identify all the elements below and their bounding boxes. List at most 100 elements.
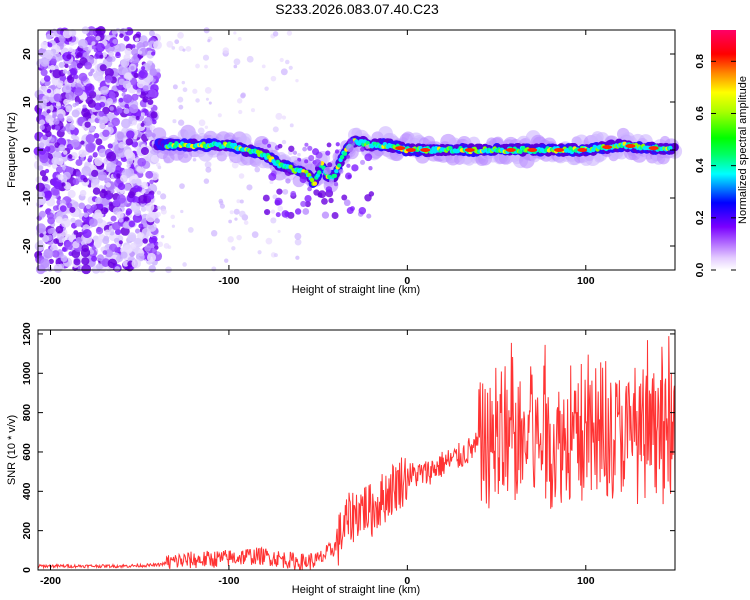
- heatmap-sparse-cell: [156, 190, 162, 195]
- heatmap-noise-cell: [74, 74, 79, 79]
- heatmap-noise-cell: [104, 75, 113, 83]
- heatmap-scatter-cell: [346, 144, 354, 153]
- heatmap-noise-cell: [131, 55, 140, 64]
- heatmap-noise-cell: [95, 227, 104, 235]
- heatmap-sparse-cell: [272, 126, 279, 133]
- heatmap-noise-cell: [140, 147, 149, 156]
- heatmap-noise-cell: [122, 222, 129, 229]
- heatmap-hotspot: [554, 148, 565, 152]
- heatmap-noise-cell: [46, 88, 52, 94]
- spectrogram-y-axis-label: Frequency (Hz): [6, 112, 18, 188]
- heatmap-noise-cell: [79, 189, 87, 197]
- heatmap-noise-cell: [120, 251, 128, 259]
- heatmap-noise-cell: [99, 122, 106, 129]
- heatmap-sparse-cell: [279, 57, 284, 63]
- heatmap-scatter-cell: [358, 207, 367, 215]
- heatmap-noise-cell: [125, 138, 133, 146]
- snr-y-tick-label: 200: [21, 522, 33, 540]
- heatmap-noise-cell: [66, 202, 73, 209]
- heatmap-sparse-cell: [172, 84, 178, 90]
- heatmap-noise-cell: [69, 124, 76, 131]
- heatmap-sparse-cell: [289, 123, 294, 128]
- heatmap-scatter-cell: [312, 148, 320, 156]
- heatmap-noise-cell: [66, 54, 72, 60]
- heatmap-noise-cell: [68, 47, 73, 52]
- heatmap-noise-cell: [94, 209, 102, 217]
- heatmap-scatter-cell: [318, 190, 327, 199]
- heatmap-sparse-cell: [205, 166, 212, 173]
- heatmap-ridge-peak: [342, 151, 348, 156]
- heatmap-scatter-cell: [364, 153, 373, 162]
- heatmap-noise-cell: [106, 97, 114, 105]
- heatmap-noise-cell: [100, 85, 110, 95]
- heatmap-noise-cell: [145, 129, 153, 138]
- heatmap-noise-cell: [138, 248, 144, 254]
- heatmap-noise-cell: [143, 116, 153, 127]
- heatmap-sparse-cell: [210, 230, 218, 237]
- heatmap-noise-cell: [46, 33, 52, 40]
- heatmap-sparse-cell: [288, 65, 293, 70]
- heatmap-noise-cell: [114, 130, 125, 141]
- heatmap-noise-cell: [88, 71, 93, 77]
- heatmap-noise-cell: [105, 182, 111, 188]
- heatmap-scatter-cell: [345, 154, 350, 159]
- heatmap-noise-cell: [98, 119, 104, 125]
- heatmap-noise-cell: [120, 174, 128, 182]
- heatmap-noise-cell: [40, 258, 50, 269]
- heatmap-sparse-cell: [171, 46, 176, 50]
- heatmap-noise-cell: [123, 108, 130, 115]
- heatmap-noise-cell: [52, 205, 59, 211]
- heatmap-noise-cell: [117, 65, 128, 76]
- heatmap-noise-cell: [142, 85, 149, 92]
- heatmap-noise-cell: [87, 99, 96, 108]
- heatmap-noise-cell: [116, 107, 123, 114]
- snr-y-tick-label: 0: [21, 567, 33, 573]
- heatmap-noise-cell: [94, 239, 102, 247]
- heatmap-scatter-cell: [326, 142, 332, 148]
- heatmap-sparse-cell: [174, 39, 180, 45]
- heatmap-sparse-cell: [229, 210, 234, 215]
- heatmap-noise-cell: [43, 248, 54, 259]
- heatmap-noise-cell: [51, 156, 60, 165]
- heatmap-sparse-cell: [277, 229, 281, 233]
- heatmap-scatter-cell: [264, 208, 271, 216]
- heatmap-noise-cell: [126, 163, 131, 169]
- heatmap-ridge-peak: [334, 168, 339, 174]
- heatmap-noise-cell: [39, 124, 45, 131]
- heatmap-noise-cell: [118, 240, 123, 245]
- heatmap-noise-cell: [69, 206, 76, 213]
- heatmap-noise-cell: [140, 206, 147, 212]
- heatmap-noise-cell: [60, 255, 68, 262]
- heatmap-noise-cell: [70, 61, 77, 68]
- heatmap-sparse-cell: [286, 30, 293, 36]
- heatmap-sparse-cell: [211, 266, 217, 272]
- heatmap-noise-cell: [132, 213, 143, 223]
- heatmap-sparse-cell: [171, 224, 175, 228]
- heatmap-noise-cell: [53, 263, 63, 273]
- heatmap-scatter-cell: [325, 186, 333, 193]
- heatmap-sparse-cell: [204, 86, 212, 94]
- heatmap-ridge-peak: [317, 170, 322, 175]
- heatmap-scatter-cell: [329, 178, 335, 184]
- heatmap-noise-cell: [72, 178, 80, 186]
- heatmap-scatter-cell: [345, 172, 352, 180]
- heatmap-noise-cell: [131, 178, 137, 184]
- heatmap-sparse-cell: [182, 48, 186, 52]
- heatmap-noise-cell: [44, 49, 54, 60]
- heatmap-noise-cell: [45, 114, 54, 124]
- heatmap-noise-cell: [74, 87, 84, 97]
- heatmap-noise-cell: [59, 205, 67, 212]
- heatmap-ridge-peak: [312, 181, 318, 186]
- heatmap-sparse-cell: [178, 104, 184, 110]
- spectrogram-y-tick-label: -20: [21, 238, 33, 253]
- heatmap-noise-cell: [108, 50, 115, 57]
- spectrogram-y-tick-label: -10: [21, 190, 33, 205]
- heatmap-noise-cell: [62, 29, 73, 39]
- heatmap-noise-cell: [117, 182, 126, 191]
- heatmap-noise-cell: [58, 55, 64, 61]
- heatmap-noise-cell: [136, 252, 145, 262]
- colorbar: 0.0 0.2 0.4 0.6 0.8 Normalized spectral ampl…: [694, 30, 749, 277]
- heatmap-sparse-cell: [167, 245, 172, 249]
- heatmap-noise-cell: [125, 208, 133, 215]
